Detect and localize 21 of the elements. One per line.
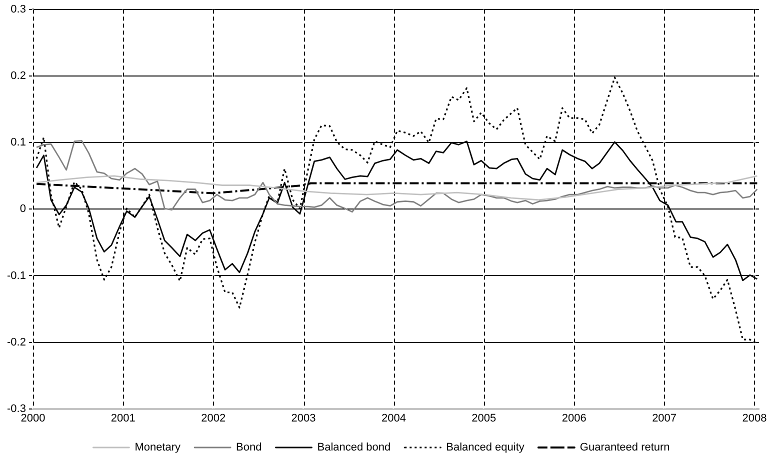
x-tick-label: 2000 [20, 412, 46, 424]
y-tick-label: 0.3 [10, 4, 26, 16]
y-tick-label: -0.3 [6, 402, 26, 415]
y-tick-label: 0.1 [10, 136, 26, 149]
y-tick-label: 0.2 [10, 70, 26, 82]
legend-label: Balanced bond [317, 442, 391, 454]
y-tick-label: -0.2 [6, 336, 26, 348]
x-tick-label: 2002 [201, 412, 226, 424]
legend-label: Guaranteed return [580, 442, 670, 454]
x-tick-label: 2006 [562, 412, 586, 424]
x-tick-label: 2008 [742, 412, 767, 424]
x-tick-label: 2004 [381, 412, 406, 424]
legend-label: Balanced equity [446, 442, 525, 454]
y-tick-label: 0 [20, 203, 26, 216]
legend-label: Bond [236, 442, 262, 454]
legend-label: Monetary [134, 442, 182, 454]
x-tick-label: 2003 [291, 412, 316, 424]
x-tick-label: 2007 [652, 412, 677, 424]
x-tick-label: 2001 [110, 412, 136, 424]
y-tick-label: -0.1 [6, 270, 26, 282]
x-tick-label: 2005 [472, 412, 496, 424]
